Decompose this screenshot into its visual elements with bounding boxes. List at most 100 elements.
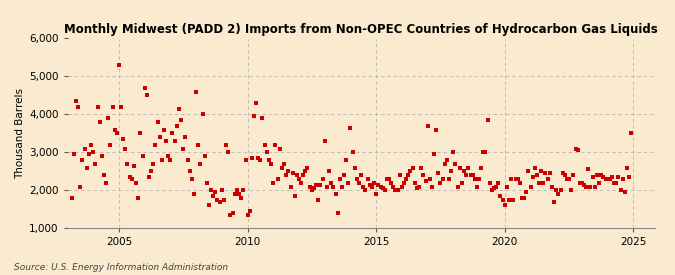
Point — [364, 182, 375, 187]
Point — [547, 184, 558, 189]
Point — [296, 180, 306, 185]
Point — [525, 184, 536, 189]
Point — [516, 196, 527, 200]
Point — [210, 190, 221, 194]
Point — [113, 63, 124, 67]
Point — [135, 131, 146, 136]
Point — [536, 169, 547, 174]
Point — [531, 173, 542, 177]
Point — [144, 175, 155, 179]
Point — [263, 158, 274, 162]
Point — [343, 180, 354, 185]
Point — [383, 177, 394, 181]
Point — [148, 161, 159, 166]
Point — [184, 169, 195, 174]
Point — [73, 104, 84, 109]
Point — [396, 184, 407, 189]
Point — [467, 173, 478, 177]
Point — [217, 188, 227, 192]
Point — [485, 180, 495, 185]
Point — [111, 131, 122, 136]
Point — [195, 161, 206, 166]
Point — [622, 165, 632, 170]
Point — [545, 171, 556, 175]
Point — [611, 180, 622, 185]
Point — [452, 184, 463, 189]
Point — [448, 150, 459, 155]
Point — [246, 156, 257, 160]
Point — [367, 184, 377, 189]
Point — [261, 150, 272, 155]
Point — [459, 169, 470, 174]
Point — [328, 184, 339, 189]
Point — [617, 177, 628, 181]
Point — [596, 173, 607, 177]
Point — [585, 184, 596, 189]
Point — [232, 188, 242, 192]
Point — [159, 127, 169, 132]
Point — [356, 173, 367, 177]
Point — [461, 173, 472, 177]
Point — [311, 182, 322, 187]
Point — [88, 150, 99, 155]
Point — [527, 175, 538, 179]
Point — [182, 158, 193, 162]
Point — [469, 177, 480, 181]
Point — [373, 182, 383, 187]
Point — [529, 165, 540, 170]
Point — [109, 127, 120, 132]
Point — [568, 173, 579, 177]
Point — [381, 177, 392, 181]
Point — [347, 150, 358, 155]
Point — [215, 199, 225, 204]
Point — [497, 197, 508, 202]
Point — [587, 175, 598, 179]
Point — [626, 131, 637, 136]
Point — [169, 139, 180, 143]
Point — [238, 188, 248, 192]
Point — [570, 146, 581, 151]
Point — [518, 196, 529, 200]
Point — [443, 177, 454, 181]
Point — [510, 177, 521, 181]
Point — [416, 165, 427, 170]
Point — [283, 169, 294, 174]
Point — [418, 173, 429, 177]
Point — [255, 158, 266, 162]
Point — [306, 188, 317, 192]
Point — [560, 173, 570, 177]
Point — [302, 165, 313, 170]
Point — [403, 173, 414, 177]
Point — [390, 188, 401, 192]
Point — [92, 104, 103, 109]
Point — [371, 192, 381, 196]
Point — [285, 184, 296, 189]
Point — [375, 184, 386, 189]
Point — [150, 142, 161, 147]
Point — [272, 177, 283, 181]
Point — [139, 86, 150, 90]
Point — [270, 142, 281, 147]
Point — [589, 184, 600, 189]
Point — [385, 180, 396, 185]
Point — [330, 192, 341, 196]
Point — [394, 173, 405, 177]
Point — [609, 180, 620, 185]
Point — [624, 175, 634, 179]
Point — [324, 169, 335, 174]
Point — [126, 177, 137, 181]
Point — [583, 167, 594, 172]
Point — [407, 165, 418, 170]
Point — [491, 184, 502, 189]
Point — [90, 161, 101, 166]
Point — [602, 177, 613, 181]
Point — [502, 184, 512, 189]
Point — [171, 123, 182, 128]
Point — [75, 184, 86, 189]
Point — [613, 175, 624, 179]
Point — [423, 123, 433, 128]
Point — [369, 180, 379, 185]
Point — [478, 150, 489, 155]
Point — [508, 197, 518, 202]
Point — [300, 169, 310, 174]
